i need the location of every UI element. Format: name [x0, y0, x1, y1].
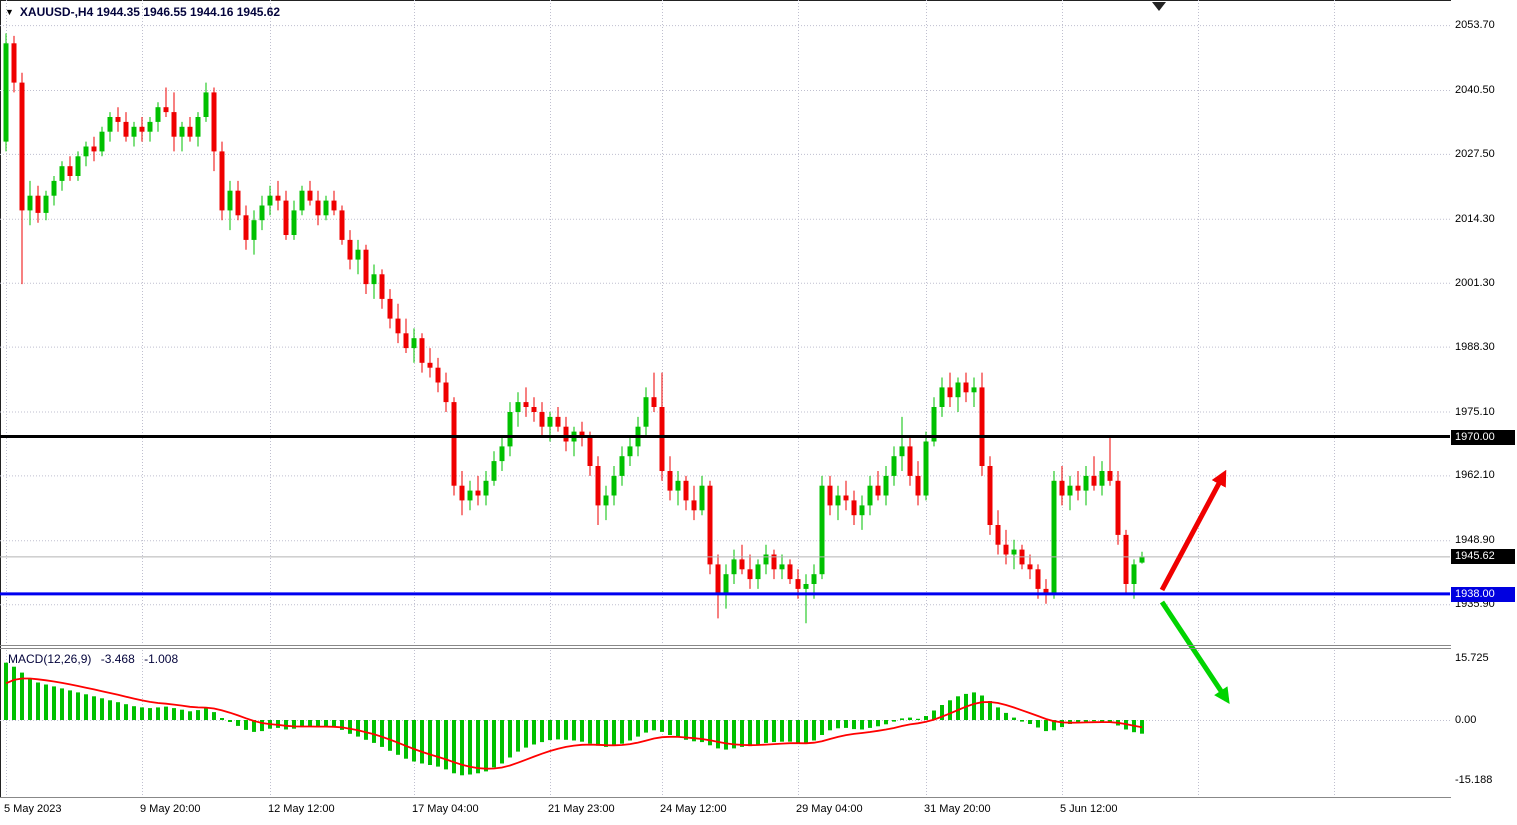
candles-layer [3, 33, 1145, 624]
grid-layer [0, 0, 1450, 796]
resistance-price-box: 1970.00 [1451, 429, 1515, 445]
axis-tick-label: 2027.50 [1455, 147, 1495, 160]
macd-value: -3.468 [100, 652, 135, 666]
time-tick-label: 5 Jun 12:00 [1060, 803, 1118, 815]
macd-histogram [4, 662, 1144, 776]
macd-signal-line [5, 677, 1143, 770]
axis-tick-label: 2001.30 [1455, 276, 1495, 289]
time-tick-label: 29 May 04:00 [796, 803, 863, 815]
time-tick-label: 9 May 20:00 [140, 803, 201, 815]
axis-tick-label: 1975.10 [1455, 405, 1495, 418]
trend-arrow-up[interactable] [1159, 469, 1227, 592]
chart-title-bar: ▼ XAUUSD-,H4 1944.35 1946.55 1944.16 194… [5, 5, 280, 19]
axis-tick-label: 1962.10 [1455, 469, 1495, 482]
time-tick-label: 12 May 12:00 [268, 803, 335, 815]
trend-arrow-down[interactable] [1159, 600, 1230, 705]
axis-tick-label: 1988.30 [1455, 340, 1495, 353]
pane-divider-line [0, 648, 1517, 649]
macd-signal-value: -1.008 [144, 652, 179, 666]
current-price-box: 1945.62 [1451, 549, 1515, 565]
time-axis[interactable]: 5 May 2023 9 May 20:00 12 May 12:00 17 May … [0, 798, 1451, 825]
axis-tick-label: 2014.30 [1455, 212, 1495, 225]
symbol-ohlc-text: XAUUSD-,H4 1944.35 1946.55 1944.16 1945.… [19, 5, 281, 19]
symbol-dropdown-icon[interactable]: ▼ [5, 7, 14, 17]
chart-canvas[interactable] [0, 0, 1450, 825]
time-tick-label: 24 May 12:00 [660, 803, 727, 815]
price-axis[interactable]: 2053.70 2040.50 2027.50 2014.30 2001.30 1988.… [1451, 0, 1517, 825]
macd-indicator-label: MACD(12,26,9) -3.468 -1.008 [8, 652, 184, 666]
time-tick-label: 31 May 20:00 [924, 803, 991, 815]
time-tick-label: 21 May 23:00 [548, 803, 615, 815]
chart-shift-marker-icon[interactable] [1152, 2, 1166, 11]
axis-tick-label: 0.00 [1455, 714, 1477, 726]
axis-tick-label: 2053.70 [1455, 19, 1495, 32]
time-tick-label: 5 May 2023 [4, 803, 62, 815]
axis-tick-label: -15.188 [1455, 774, 1493, 786]
axis-tick-label: 1948.90 [1455, 534, 1495, 547]
time-axis-divider [0, 797, 1517, 798]
macd-name: MACD(12,26,9) [8, 652, 92, 666]
axis-tick-label: 15.725 [1455, 651, 1489, 664]
axis-tick-label: 2040.50 [1455, 84, 1495, 96]
time-tick-label: 17 May 04:00 [412, 803, 479, 815]
support-price-box: 1938.00 [1451, 586, 1515, 602]
pane-divider[interactable] [0, 645, 1517, 646]
